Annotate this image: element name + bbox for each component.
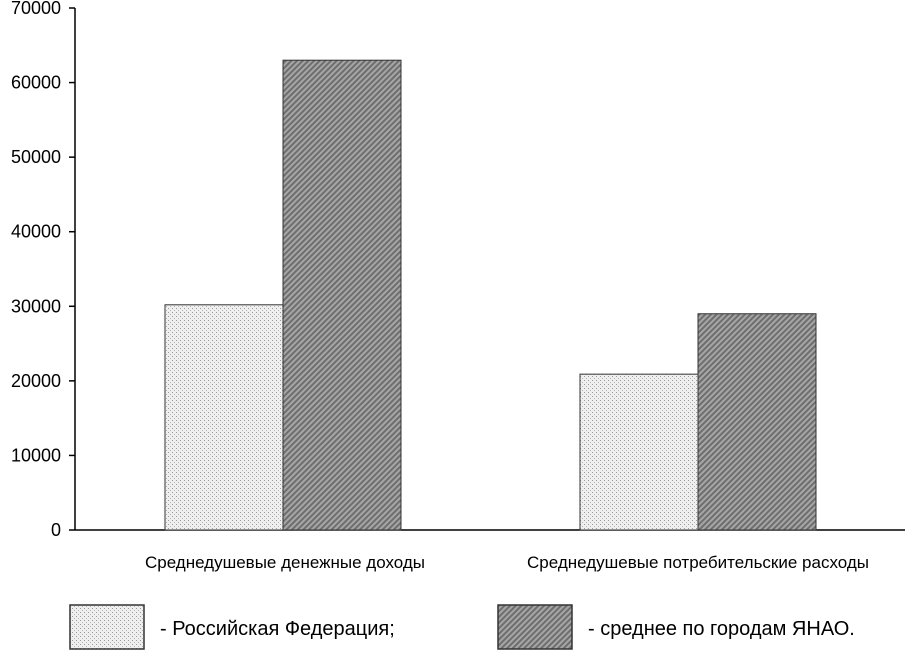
y-tick-label: 10000 <box>11 445 61 465</box>
legend: - Российская Федерация; - среднее по горо… <box>69 604 855 650</box>
bar-russia-income <box>164 304 284 531</box>
legend-swatch-russia <box>69 604 145 650</box>
y-tick-label: 50000 <box>11 147 61 167</box>
y-tick-label: 70000 <box>11 0 61 18</box>
bar-russia-expenses <box>579 373 699 531</box>
bar-yanao-income <box>282 59 402 531</box>
category-label: Среднедушевые денежные доходы <box>145 553 425 572</box>
y-tick-label: 60000 <box>11 73 61 93</box>
legend-label-yanao: - среднее по городам ЯНАО. <box>588 618 855 640</box>
y-tick-label: 40000 <box>11 222 61 242</box>
bar-yanao-expenses <box>697 313 817 531</box>
y-tick-label: 0 <box>51 520 61 540</box>
y-tick-label: 30000 <box>11 296 61 316</box>
legend-swatch-yanao <box>497 604 573 650</box>
category-label: Среднедушевые потребительские расходы <box>527 553 869 572</box>
y-tick-label: 20000 <box>11 371 61 391</box>
legend-label-russia: - Российская Федерация; <box>160 618 395 640</box>
plot-area: 0 10000 20000 30000 40000 50000 60000 70000 Сред… <box>11 0 905 572</box>
